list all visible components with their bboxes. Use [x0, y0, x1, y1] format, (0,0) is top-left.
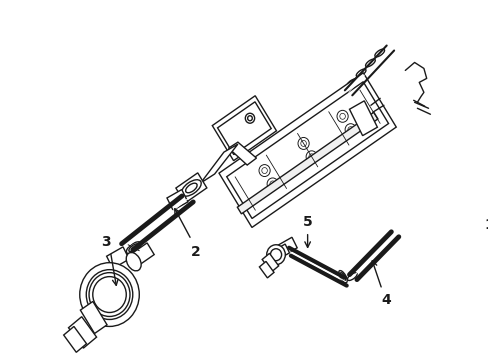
Ellipse shape	[346, 79, 356, 87]
Circle shape	[269, 181, 275, 187]
Ellipse shape	[129, 244, 138, 252]
Ellipse shape	[338, 271, 346, 283]
Circle shape	[266, 178, 278, 190]
Circle shape	[345, 124, 356, 136]
Circle shape	[80, 263, 139, 327]
Ellipse shape	[126, 242, 141, 254]
Text: 2: 2	[191, 245, 201, 259]
Text: 3: 3	[101, 235, 110, 249]
Circle shape	[308, 154, 314, 160]
Polygon shape	[262, 253, 278, 272]
Polygon shape	[217, 102, 271, 154]
Text: 1: 1	[483, 218, 488, 232]
Circle shape	[270, 249, 281, 261]
Polygon shape	[106, 247, 129, 269]
Polygon shape	[273, 244, 289, 260]
Polygon shape	[219, 73, 395, 228]
Circle shape	[93, 276, 126, 312]
Circle shape	[305, 151, 317, 163]
Polygon shape	[212, 96, 276, 161]
Ellipse shape	[185, 183, 197, 193]
Polygon shape	[237, 112, 377, 214]
Circle shape	[261, 167, 267, 174]
Polygon shape	[200, 144, 237, 183]
Ellipse shape	[181, 180, 201, 196]
Circle shape	[247, 116, 252, 121]
Ellipse shape	[365, 59, 374, 67]
Circle shape	[245, 113, 254, 123]
Circle shape	[259, 165, 269, 176]
Polygon shape	[80, 301, 107, 333]
Ellipse shape	[340, 273, 345, 280]
Ellipse shape	[374, 49, 384, 57]
Ellipse shape	[126, 252, 141, 271]
Polygon shape	[226, 82, 388, 219]
Polygon shape	[228, 142, 256, 165]
Circle shape	[336, 110, 347, 122]
Text: 4: 4	[381, 293, 391, 306]
Polygon shape	[166, 190, 187, 210]
Text: 5: 5	[302, 215, 312, 229]
Ellipse shape	[356, 69, 365, 77]
Circle shape	[347, 127, 353, 133]
Polygon shape	[277, 237, 297, 256]
Polygon shape	[68, 317, 97, 348]
Polygon shape	[130, 243, 154, 266]
Polygon shape	[259, 261, 273, 278]
Polygon shape	[349, 101, 377, 136]
Circle shape	[339, 113, 345, 119]
Circle shape	[300, 140, 306, 147]
Ellipse shape	[347, 273, 356, 280]
Circle shape	[297, 138, 308, 149]
Circle shape	[89, 273, 130, 316]
Polygon shape	[176, 173, 206, 203]
Circle shape	[266, 245, 285, 265]
Circle shape	[86, 270, 133, 319]
Polygon shape	[63, 327, 86, 352]
